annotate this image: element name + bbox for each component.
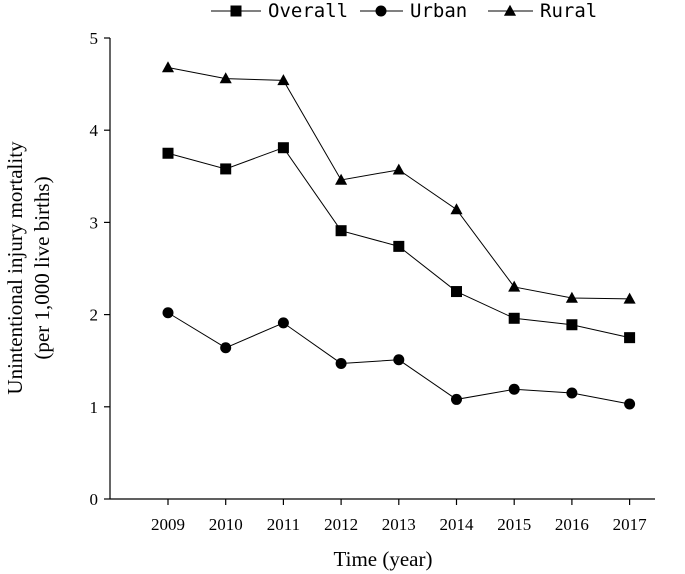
data-point-rural — [335, 173, 348, 185]
data-point-overall — [508, 312, 520, 324]
y-axis-title: Unintentional injury mortality (per 1,00… — [3, 141, 54, 395]
data-point-overall — [277, 142, 289, 154]
data-point-overall — [335, 225, 347, 237]
data-point-urban — [624, 398, 636, 410]
data-point-urban — [335, 357, 347, 369]
series-urban — [162, 307, 636, 410]
data-point-overall — [451, 286, 462, 298]
y-axis-title-line-1: Unintentional injury mortality — [3, 141, 27, 395]
data-point-rural — [161, 61, 175, 73]
legend-item-overall: Overall — [211, 0, 348, 22]
legend: Overall Urban Rural — [211, 0, 597, 22]
x-tick-label: 2013 — [382, 515, 416, 534]
data-point-urban — [508, 383, 520, 395]
y-tick-label: 3 — [90, 213, 99, 232]
data-point-rural — [508, 280, 521, 292]
data-point-rural — [392, 163, 405, 175]
data-point-rural — [623, 292, 636, 304]
x-axis-title: Time (year) — [334, 547, 433, 571]
x-tick-label: 2009 — [151, 515, 185, 534]
legend-marker-square — [230, 5, 242, 17]
x-tick-label: 2015 — [497, 515, 531, 534]
legend-item-rural: Rural — [488, 0, 597, 22]
data-point-overall — [393, 240, 405, 252]
data-point-rural — [450, 203, 463, 215]
x-tick-label: 2010 — [209, 515, 243, 534]
x-tick-label: 2016 — [555, 515, 589, 534]
data-point-urban — [393, 354, 405, 366]
data-point-urban — [220, 342, 232, 354]
y-tick-label: 4 — [90, 121, 99, 140]
data-point-urban — [566, 387, 578, 399]
legend-label: Overall — [268, 0, 348, 22]
series-overall — [162, 142, 636, 344]
y-tick-label: 1 — [90, 398, 99, 417]
y-tick-label: 2 — [90, 306, 99, 325]
plot-area — [161, 61, 636, 410]
series-rural — [161, 61, 636, 304]
data-point-overall — [162, 147, 174, 159]
y-tick-label: 5 — [90, 29, 99, 48]
data-point-rural — [277, 74, 290, 86]
x-tick-label: 2014 — [440, 515, 475, 534]
data-point-overall — [624, 332, 636, 344]
x-tick-label: 2017 — [613, 515, 648, 534]
data-point-rural — [219, 72, 232, 84]
data-point-rural — [565, 291, 578, 303]
data-point-urban — [162, 307, 174, 319]
x-tick-label: 2011 — [267, 515, 300, 534]
legend-label: Rural — [540, 0, 597, 22]
y-axis-title-line-2: (per 1,000 live births) — [30, 176, 54, 359]
data-point-overall — [566, 319, 578, 331]
x-tick-label: 2012 — [324, 515, 358, 534]
series-line-rural — [167, 67, 630, 300]
data-point-urban — [277, 317, 289, 329]
legend-label: Urban — [410, 0, 467, 22]
data-point-overall — [220, 163, 232, 175]
y-ticks: 0 1 2 3 4 5 — [90, 29, 110, 509]
data-point-urban — [451, 393, 462, 405]
legend-marker-circle — [375, 5, 387, 17]
legend-item-urban: Urban — [360, 0, 467, 22]
y-tick-label: 0 — [90, 490, 99, 509]
legend-marker-triangle — [503, 4, 517, 16]
x-ticks: 2009 2010 2011 2012 2013 2014 2015 2016 2017 — [151, 499, 647, 534]
